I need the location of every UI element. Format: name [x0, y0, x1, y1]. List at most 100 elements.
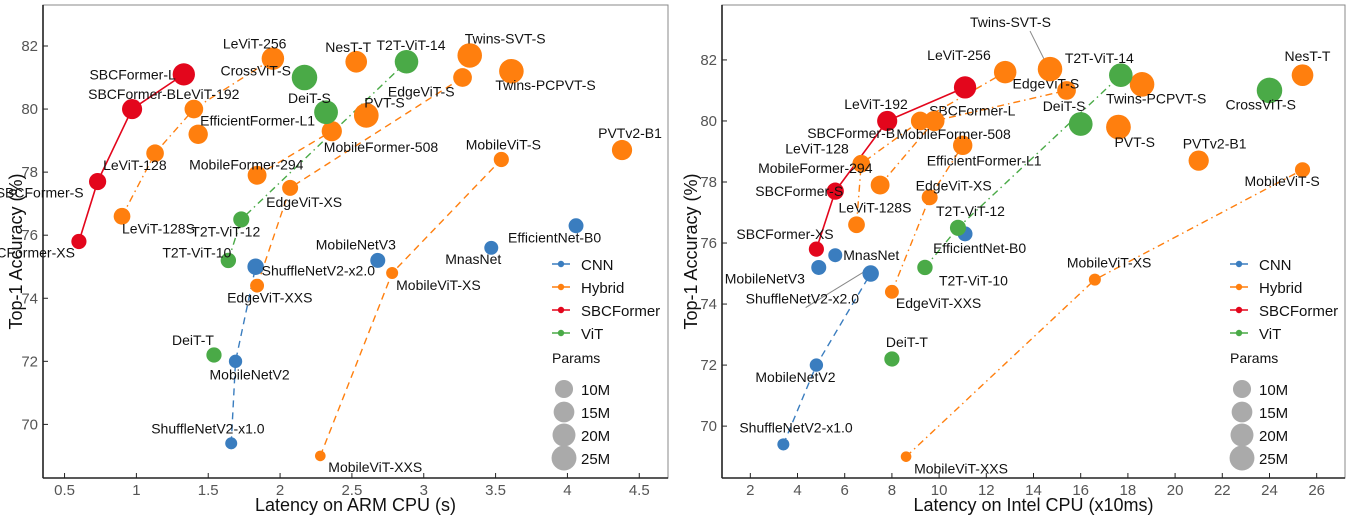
data-label: SBCFormer-S [755, 183, 843, 199]
series-line-cnn [230, 266, 257, 444]
x-tick-label: 2 [746, 482, 754, 499]
data-point [1088, 273, 1101, 286]
data-label: Twins-SVT-S [465, 30, 546, 46]
y-axis-title: Top-1 Accuracy (%) [681, 173, 701, 329]
data-point [877, 110, 898, 132]
data-label: SBCFormer-L [89, 66, 176, 82]
legend-label: CNN [1259, 257, 1292, 274]
data-point [353, 103, 379, 128]
data-point [870, 175, 890, 195]
intel-latency-chart: 2 4 6 8 10 12 14 16 18 20 22 24 2670727476788082Late… [681, 4, 1346, 515]
data-point [809, 358, 824, 372]
legend-marker-hybrid [557, 283, 565, 291]
data-point [900, 451, 912, 462]
legend-size-marker [552, 423, 576, 447]
data-label: MobileFormer-508 [896, 126, 1011, 142]
y-tick-label: 78 [700, 174, 717, 191]
data-point [921, 189, 938, 206]
data-point [828, 248, 843, 263]
series-line-hybrid [256, 130, 333, 176]
data-point [953, 76, 977, 99]
data-label: EdgeViT-S [388, 84, 455, 100]
data-point [453, 68, 472, 87]
data-point [146, 144, 164, 163]
data-label: MobileViT-S [466, 137, 541, 153]
series-line-hybrid [121, 58, 274, 217]
data-label: EdgeViT-S [1013, 75, 1080, 91]
legend-label: Hybrid [1259, 280, 1302, 297]
data-label: DeiT-S [1043, 98, 1086, 114]
data-label: MobileNetV3 [316, 236, 396, 252]
arm-latency-chart: 0.5 1 1.5 2 2.5 3 3.5 4 4.5 70 72 74 76 78 80 82 Latency… [0, 4, 669, 515]
data-point [1256, 77, 1283, 104]
legend-label: CNN [581, 257, 614, 274]
data-label: DeiT-S [288, 90, 331, 106]
data-label: EdgeViT-XXS [227, 290, 312, 306]
x-tick-label: 0.5 [54, 482, 75, 499]
legend-label: SBCFormer [581, 303, 660, 320]
data-point [321, 121, 342, 142]
legend-label: SBCFormer [1259, 303, 1338, 320]
data-label: EdgeViT-XS [916, 177, 992, 193]
data-label: MnasNet [445, 251, 501, 267]
data-label: MobileViT-XS [1067, 255, 1152, 271]
data-point [1068, 112, 1093, 136]
data-point [1188, 150, 1209, 171]
legend-marker-vit [1235, 329, 1243, 337]
data-label: SBCFormer-L [929, 102, 1016, 118]
data-label: PVTv2-B1 [598, 125, 662, 141]
data-point [1106, 114, 1131, 140]
data-point [394, 49, 419, 74]
data-label: Twins-PCPVT-S [495, 77, 595, 93]
data-point [122, 98, 143, 120]
data-label: EfficientFormer-L1 [200, 112, 315, 128]
legend-size-marker [1232, 379, 1252, 399]
legend-size-label: 25M [581, 451, 610, 468]
y-axis-title: Top-1 Accuracy (%) [6, 173, 26, 329]
x-tick-label: 3.5 [485, 482, 506, 499]
x-tick-label: 1.5 [198, 482, 219, 499]
x-tick-label: 16 [1072, 482, 1089, 499]
legend-marker-vit [557, 329, 565, 337]
x-tick-label: 4 [793, 482, 801, 499]
x-tick-label: 4 [563, 482, 571, 499]
legend-size-label: 10M [581, 382, 610, 399]
legend-marker-cnn [557, 260, 565, 268]
x-tick-label: 18 [1120, 482, 1137, 499]
data-label: LeViT-128S [839, 200, 912, 216]
data-point [826, 182, 844, 200]
data-point [862, 265, 879, 282]
y-tick-label: 80 [700, 113, 717, 130]
data-point [247, 165, 267, 185]
data-point [910, 111, 930, 131]
data-label: SBCFormer-XS [0, 245, 75, 261]
data-label: T2T-ViT-14 [1065, 50, 1134, 66]
data-point [225, 437, 238, 450]
data-point [345, 50, 368, 73]
data-point [949, 219, 967, 236]
data-label: Twins-PCPVT-S [1106, 90, 1206, 106]
y-tick-label: 80 [21, 101, 38, 118]
y-tick-label: 72 [21, 353, 38, 370]
data-label: EdgeViT-XXS [896, 295, 981, 311]
y-tick-label: 70 [21, 416, 38, 433]
data-point [172, 63, 195, 86]
data-label: T2T-ViT-10 [939, 272, 1008, 288]
data-point [220, 252, 237, 269]
legend-size-marker [1231, 401, 1253, 423]
data-label: EfficientFormer-L1 [927, 152, 1042, 168]
x-tick-label: 10 [931, 482, 948, 499]
y-tick-label: 78 [21, 164, 38, 181]
data-label: DeiT-T [172, 332, 214, 348]
label-leader-line [805, 269, 868, 308]
data-point [228, 354, 243, 368]
data-label: T2T-ViT-14 [377, 37, 446, 53]
data-label: ShuffleNetV2-x2.0 [262, 263, 376, 279]
legend-label: Hybrid [581, 280, 624, 297]
data-label: LeViT-128S [122, 220, 195, 236]
data-point [808, 241, 824, 257]
data-label: PVTv2-B1 [1183, 136, 1247, 152]
x-tick-label: 2.5 [341, 482, 362, 499]
x-tick-label: 22 [1214, 482, 1231, 499]
